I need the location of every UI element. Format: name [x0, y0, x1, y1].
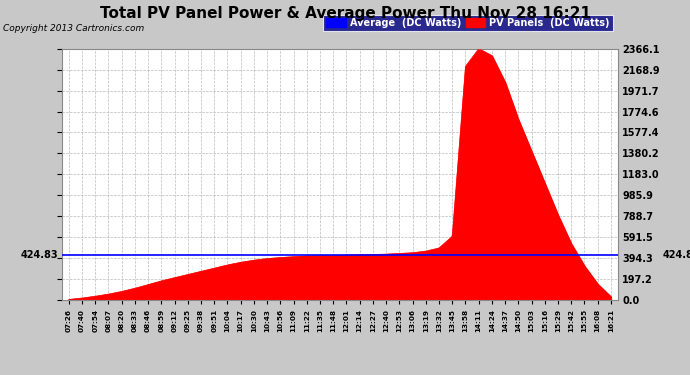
- Legend: Average  (DC Watts), PV Panels  (DC Watts): Average (DC Watts), PV Panels (DC Watts): [324, 15, 613, 30]
- Text: Total PV Panel Power & Average Power Thu Nov 28 16:21: Total PV Panel Power & Average Power Thu…: [99, 6, 591, 21]
- Text: Copyright 2013 Cartronics.com: Copyright 2013 Cartronics.com: [3, 24, 145, 33]
- Text: 424.83: 424.83: [662, 250, 690, 260]
- Text: 424.83: 424.83: [21, 250, 59, 260]
